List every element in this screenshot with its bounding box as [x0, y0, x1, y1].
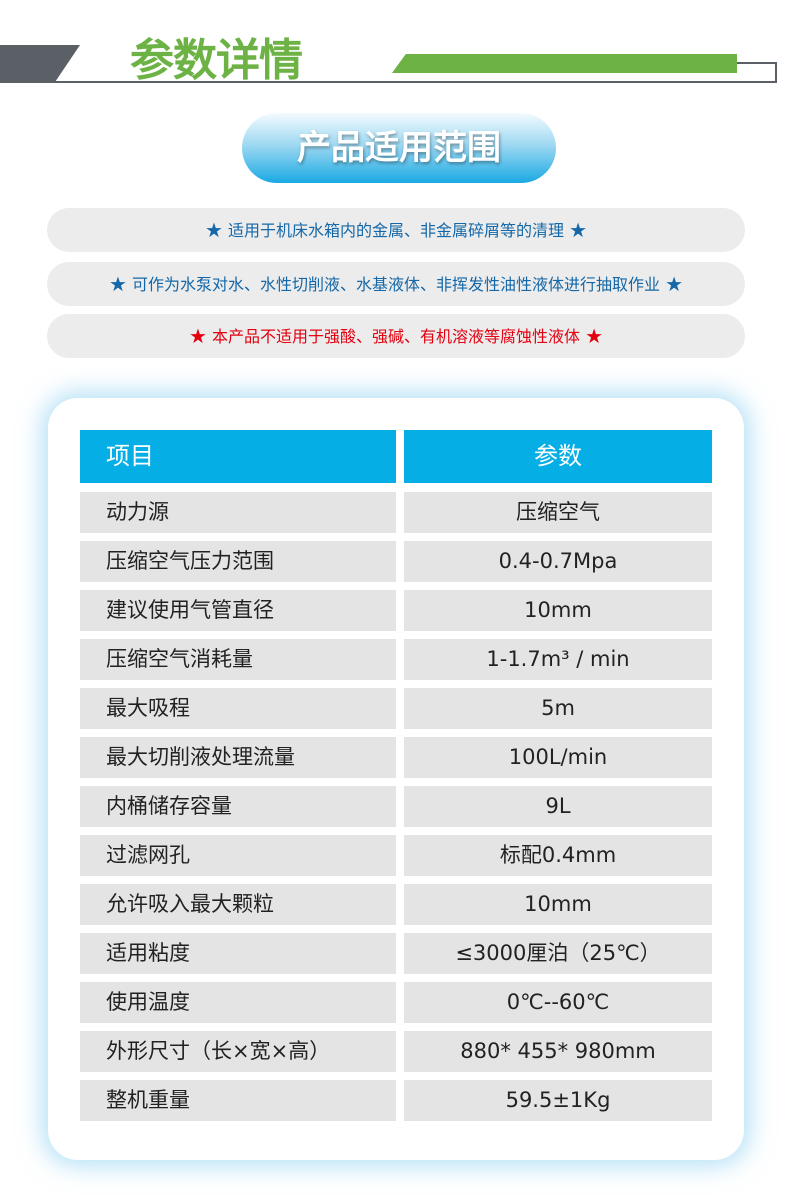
header-param: 参数	[404, 430, 712, 483]
cell-value: 9L	[404, 786, 712, 827]
scope-note: ★ 本产品不适用于强酸、强碱、有机溶液等腐蚀性液体 ★	[47, 314, 745, 358]
spec-table: 项目 参数 动力源 压缩空气 压缩空气压力范围 0.4-0.7Mpa 建议使用气管直径 1…	[80, 430, 712, 1129]
table-row: 动力源 压缩空气	[80, 492, 712, 533]
cell-value: 0.4-0.7Mpa	[404, 541, 712, 582]
header-item: 项目	[80, 430, 396, 483]
cell-item: 使用温度	[80, 982, 396, 1023]
cell-item: 建议使用气管直径	[80, 590, 396, 631]
star-icon: ★	[665, 272, 684, 296]
table-row: 建议使用气管直径 10mm	[80, 590, 712, 631]
star-icon: ★	[204, 218, 223, 242]
scope-note: ★ 适用于机床水箱内的金属、非金属碎屑等的清理 ★	[47, 208, 745, 252]
cell-item: 最大切削液处理流量	[80, 737, 396, 778]
cell-value: 880* 455* 980mm	[404, 1031, 712, 1072]
table-row: 最大切削液处理流量 100L/min	[80, 737, 712, 778]
table-row: 适用粘度 ≤3000厘泊（25℃）	[80, 933, 712, 974]
table-row: 内桶储存容量 9L	[80, 786, 712, 827]
cell-item: 动力源	[80, 492, 396, 533]
cell-item: 外形尺寸（长×宽×高）	[80, 1031, 396, 1072]
table-row: 压缩空气消耗量 1-1.7m³ / min	[80, 639, 712, 680]
table-row: 压缩空气压力范围 0.4-0.7Mpa	[80, 541, 712, 582]
cell-value: 1-1.7m³ / min	[404, 639, 712, 680]
scope-title: 产品适用范围	[242, 113, 556, 183]
cell-item: 最大吸程	[80, 688, 396, 729]
cell-value: 0℃--60℃	[404, 982, 712, 1023]
page-title: 参数详情	[130, 35, 303, 86]
note-text: 适用于机床水箱内的金属、非金属碎屑等的清理	[227, 221, 564, 240]
note-text: 本产品不适用于强酸、强碱、有机溶液等腐蚀性液体	[211, 327, 580, 346]
table-row: 过滤网孔 标配0.4mm	[80, 835, 712, 876]
cell-value: 标配0.4mm	[404, 835, 712, 876]
scope-note: ★ 可作为水泵对水、水性切削液、水基液体、非挥发性油性液体进行抽取作业 ★	[47, 262, 745, 306]
cell-value: 10mm	[404, 884, 712, 925]
star-icon: ★	[188, 324, 207, 348]
table-row: 整机重量 59.5±1Kg	[80, 1080, 712, 1121]
header-green-bar	[392, 54, 737, 73]
cell-value: 10mm	[404, 590, 712, 631]
cell-value: 5m	[404, 688, 712, 729]
cell-item: 整机重量	[80, 1080, 396, 1121]
header-divider	[40, 81, 777, 83]
header-dark-accent	[0, 45, 80, 83]
star-icon: ★	[585, 324, 604, 348]
cell-value: 59.5±1Kg	[404, 1080, 712, 1121]
note-text: 可作为水泵对水、水性切削液、水基液体、非挥发性油性液体进行抽取作业	[131, 275, 660, 294]
table-row: 外形尺寸（长×宽×高） 880* 455* 980mm	[80, 1031, 712, 1072]
header-right-bracket	[737, 62, 777, 83]
cell-item: 内桶储存容量	[80, 786, 396, 827]
cell-item: 过滤网孔	[80, 835, 396, 876]
cell-item: 压缩空气消耗量	[80, 639, 396, 680]
table-row: 允许吸入最大颗粒 10mm	[80, 884, 712, 925]
cell-item: 适用粘度	[80, 933, 396, 974]
star-icon: ★	[108, 272, 127, 296]
cell-value: ≤3000厘泊（25℃）	[404, 933, 712, 974]
cell-value: 100L/min	[404, 737, 712, 778]
table-row: 最大吸程 5m	[80, 688, 712, 729]
cell-value: 压缩空气	[404, 492, 712, 533]
star-icon: ★	[569, 218, 588, 242]
table-header: 项目 参数	[80, 430, 712, 483]
cell-item: 允许吸入最大颗粒	[80, 884, 396, 925]
table-row: 使用温度 0℃--60℃	[80, 982, 712, 1023]
cell-item: 压缩空气压力范围	[80, 541, 396, 582]
